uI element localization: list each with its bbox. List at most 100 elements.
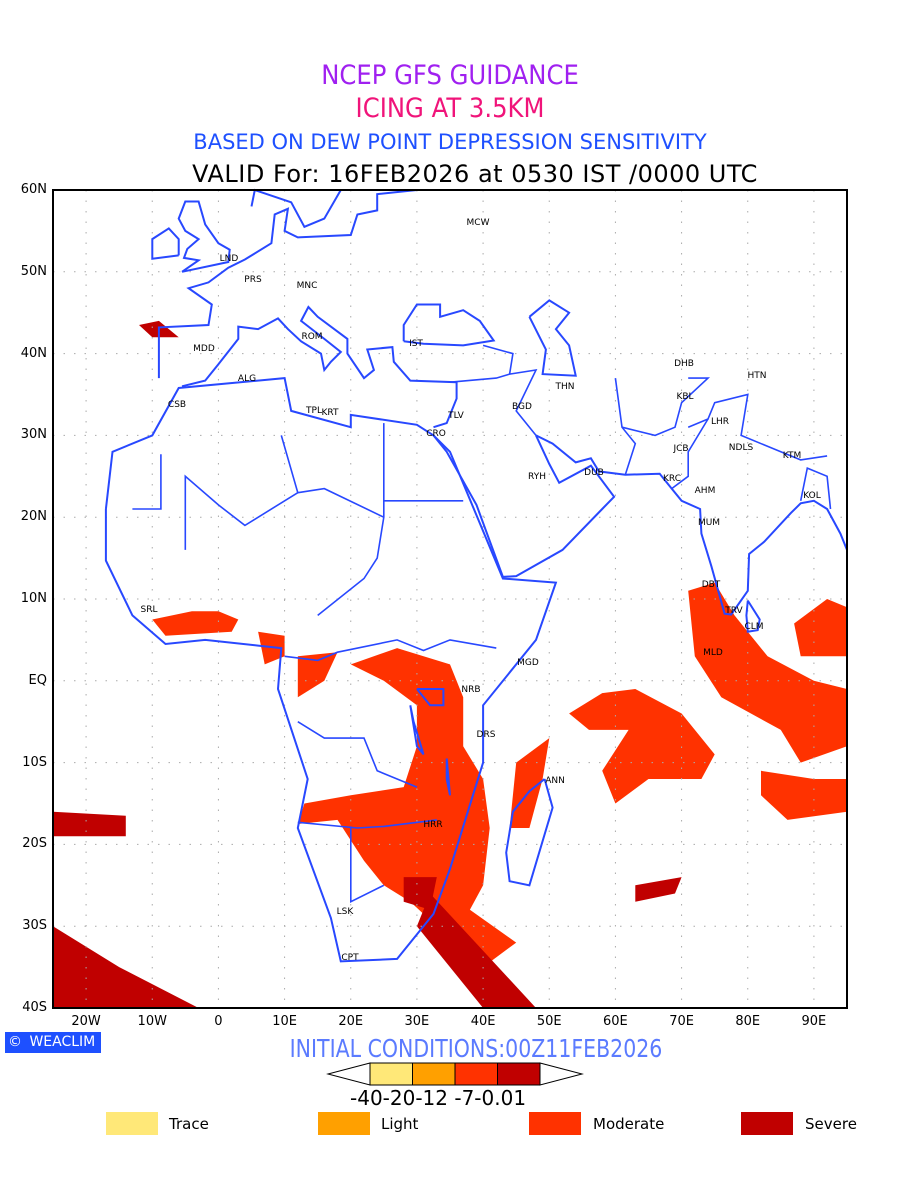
country-border xyxy=(184,474,299,550)
lon-tick-label: 90E xyxy=(801,1014,827,1029)
lon-tick-label: 40E xyxy=(470,1014,496,1029)
city-label-ndls: NDLS xyxy=(729,443,754,453)
lon-tick-label: 0 xyxy=(214,1014,223,1029)
country-border xyxy=(687,393,828,461)
city-label-thn: THN xyxy=(555,382,575,392)
lat-tick-label: 40N xyxy=(20,345,47,361)
subtitle-method: BASED ON DEW POINT DEPRESSION SENSITIVIT… xyxy=(193,130,707,154)
city-label-trv: TRV xyxy=(724,606,743,616)
country-border xyxy=(280,435,385,518)
city-label-srl: SRL xyxy=(141,605,158,615)
colorbar-bin xyxy=(454,1062,498,1086)
country-border xyxy=(349,826,385,903)
legend-swatch-light xyxy=(318,1112,370,1135)
lat-tick-label: 30N xyxy=(20,427,47,443)
lon-tick-label: 10W xyxy=(137,1014,167,1029)
city-label-rom: ROM xyxy=(301,332,322,342)
colorbar-bin xyxy=(412,1062,456,1086)
logo-text: WEACLIM xyxy=(29,1034,96,1050)
country-border xyxy=(297,721,418,788)
city-label-jcb: JCB xyxy=(672,444,688,454)
city-label-krt: KRT xyxy=(322,408,340,418)
lon-tick-label: 60E xyxy=(603,1014,628,1029)
coastline xyxy=(432,434,616,578)
legend-label-trace: Trace xyxy=(169,1115,209,1133)
legend-label-moderate: Moderate xyxy=(593,1115,665,1133)
country-border xyxy=(799,466,832,510)
valid-time: VALID For: 16FEB2026 at 0530 IST /0000 U… xyxy=(192,160,758,188)
coastline xyxy=(181,305,458,429)
icing-severe-area xyxy=(635,877,682,902)
city-label-mnc: MNC xyxy=(297,281,318,291)
weaclim-logo: © WEACLIM xyxy=(5,1032,101,1053)
lat-tick-label: 20N xyxy=(20,509,47,525)
city-label-dub: DUB xyxy=(584,468,604,478)
lon-tick-label: 30E xyxy=(404,1014,430,1029)
icing-severe-area xyxy=(403,877,437,910)
city-label-mgd: MGD xyxy=(517,658,539,668)
city-label-ktm: KTM xyxy=(783,451,801,461)
city-label-hrr: HRR xyxy=(423,820,442,830)
city-label-lsk: LSK xyxy=(337,907,355,917)
lat-tick-label: EQ xyxy=(28,672,47,688)
colorbar-right-arrow xyxy=(539,1062,584,1086)
icing-moderate-area xyxy=(258,631,285,665)
icing-moderate-area xyxy=(688,582,847,763)
colorbar-bin xyxy=(369,1062,413,1086)
city-label-prs: PRS xyxy=(244,275,262,285)
lon-tick-label: 70E xyxy=(669,1014,694,1029)
colorbar-labels: -40-20-12 -7-0.01 xyxy=(350,1086,527,1110)
city-label-mum: MUM xyxy=(698,518,720,528)
lat-tick-label: 20S xyxy=(22,836,47,852)
country-border xyxy=(449,368,538,436)
lon-tick-label: 50E xyxy=(536,1014,562,1029)
city-label-krc: KRC xyxy=(663,474,681,484)
country-border xyxy=(317,423,385,617)
country-border xyxy=(621,377,711,437)
icing-moderate-area xyxy=(761,770,847,820)
lat-tick-label: 10S xyxy=(22,754,47,770)
coastline xyxy=(745,600,761,633)
lat-tick-label: 10N xyxy=(20,591,47,606)
legend-swatch-severe xyxy=(741,1112,793,1135)
city-label-csb: CSB xyxy=(168,400,186,410)
country-border xyxy=(297,819,437,829)
country-border xyxy=(671,418,709,490)
lat-tick-label: 50N xyxy=(20,263,47,279)
country-border xyxy=(132,454,162,510)
lon-tick-label: 80E xyxy=(735,1014,761,1029)
city-label-clm: CLM xyxy=(744,622,763,632)
icing-severe-area xyxy=(53,811,126,837)
lon-tick-label: 10E xyxy=(272,1014,297,1029)
city-label-mdd: MDD xyxy=(193,344,215,354)
coastline xyxy=(505,778,554,887)
coastline xyxy=(402,303,496,347)
icing-moderate-area xyxy=(152,611,239,636)
city-label-ahm: AHM xyxy=(695,486,716,496)
legend-swatch-trace xyxy=(106,1112,158,1135)
city-label-mld: MLD xyxy=(703,648,723,658)
legend-swatch-moderate xyxy=(529,1112,581,1135)
coastline xyxy=(416,688,445,707)
coastline xyxy=(409,705,425,756)
city-label-ryh: RYH xyxy=(528,472,546,482)
icing-severe-area xyxy=(53,926,199,1008)
city-label-dbt: DBT xyxy=(702,580,721,590)
legend-label-severe: Severe xyxy=(805,1115,857,1133)
icing-severe-area xyxy=(416,893,536,1008)
city-label-mcw: MCW xyxy=(467,218,490,228)
country-border xyxy=(482,344,514,375)
colorbar-left-arrow xyxy=(326,1062,371,1086)
city-label-drs: DRS xyxy=(477,730,496,740)
city-label-htn: HTN xyxy=(748,371,767,381)
coastline xyxy=(151,227,180,260)
lat-tick-label: 40S xyxy=(22,1000,47,1015)
icing-moderate-area xyxy=(509,738,550,828)
coastline xyxy=(157,189,418,379)
coastline xyxy=(104,377,558,963)
city-label-lnd: LND xyxy=(220,254,239,264)
coastline xyxy=(250,188,342,229)
city-label-tlv: TLV xyxy=(447,411,465,421)
